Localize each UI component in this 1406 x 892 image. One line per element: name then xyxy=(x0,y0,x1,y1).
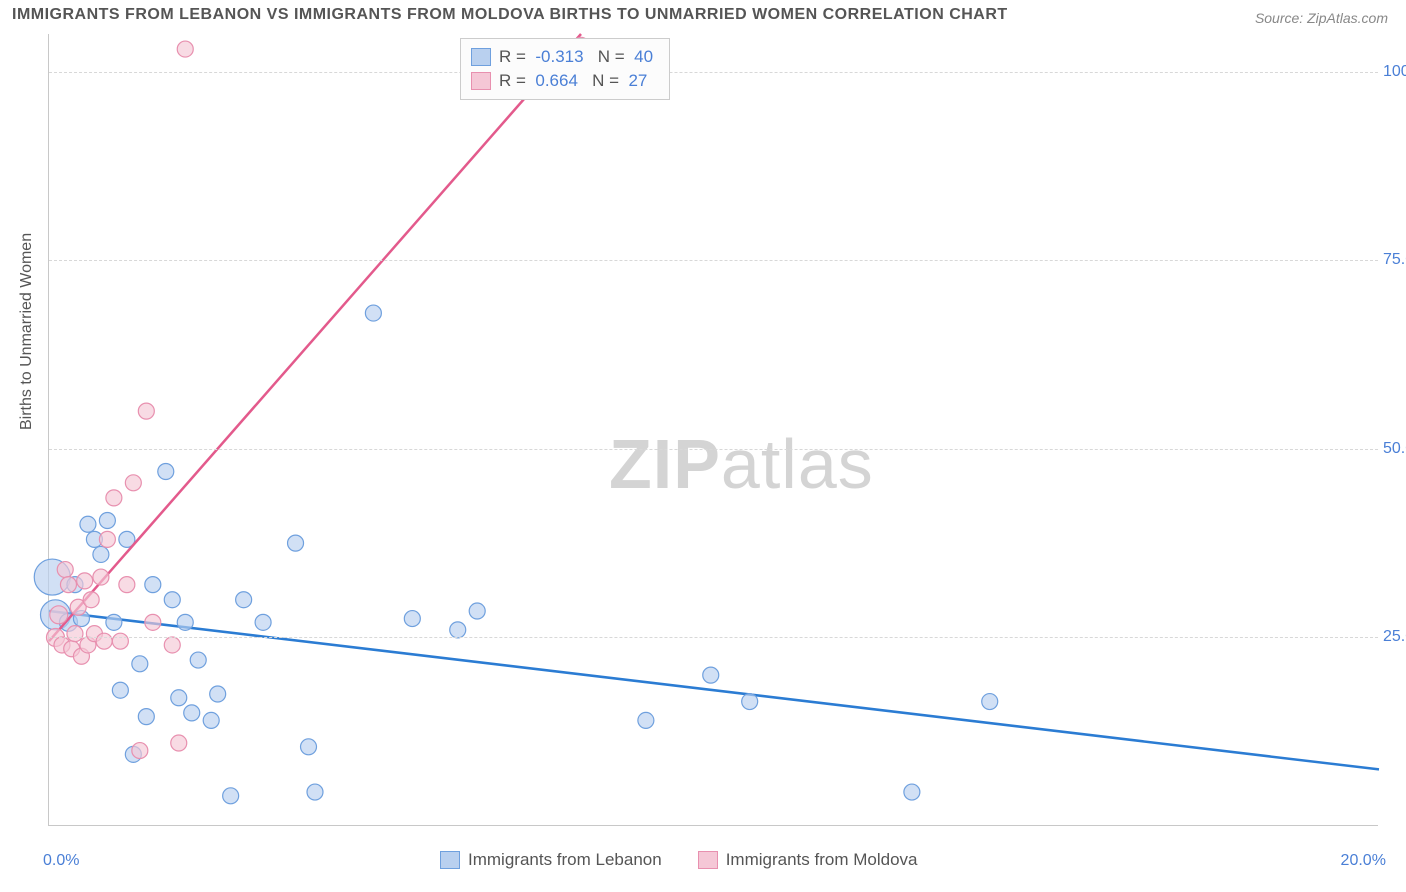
point-lebanon xyxy=(132,656,148,672)
legend-swatch xyxy=(471,72,491,90)
point-moldova xyxy=(119,577,135,593)
y-axis-label: Births to Unmarried Women xyxy=(18,233,36,430)
point-moldova xyxy=(125,475,141,491)
y-tick-label: 75.0% xyxy=(1383,251,1406,269)
point-lebanon xyxy=(138,709,154,725)
point-moldova xyxy=(93,569,109,585)
point-moldova xyxy=(106,490,122,506)
y-tick-label: 50.0% xyxy=(1383,440,1406,458)
chart-title: IMMIGRANTS FROM LEBANON VS IMMIGRANTS FR… xyxy=(12,6,1008,24)
point-lebanon xyxy=(450,622,466,638)
point-moldova xyxy=(57,562,73,578)
point-moldova xyxy=(132,743,148,759)
point-moldova xyxy=(112,633,128,649)
x-tick-label: 0.0% xyxy=(43,852,79,870)
point-lebanon xyxy=(301,739,317,755)
point-lebanon xyxy=(158,463,174,479)
series-legend-item: Immigrants from Lebanon xyxy=(440,850,662,870)
point-lebanon xyxy=(80,516,96,532)
plot-svg xyxy=(49,34,1378,825)
point-lebanon xyxy=(145,577,161,593)
point-lebanon xyxy=(93,546,109,562)
gridline xyxy=(49,72,1378,73)
gridline xyxy=(49,449,1378,450)
stats-legend-text: R = -0.313 N = 40 xyxy=(499,45,653,69)
series-legend-item: Immigrants from Moldova xyxy=(698,850,918,870)
y-tick-label: 100.0% xyxy=(1383,63,1406,81)
point-lebanon xyxy=(236,592,252,608)
point-moldova xyxy=(67,626,83,642)
point-lebanon xyxy=(904,784,920,800)
legend-swatch xyxy=(698,851,718,869)
trendline-moldova xyxy=(49,34,581,641)
plot-area: ZIPatlas 25.0%50.0%75.0%100.0% xyxy=(48,34,1378,826)
point-lebanon xyxy=(223,788,239,804)
point-lebanon xyxy=(638,712,654,728)
point-lebanon xyxy=(112,682,128,698)
chart-source: Source: ZipAtlas.com xyxy=(1255,10,1388,26)
stats-legend-text: R = 0.664 N = 27 xyxy=(499,69,647,93)
legend-swatch xyxy=(440,851,460,869)
point-moldova xyxy=(60,577,76,593)
trendline-lebanon xyxy=(49,611,1379,769)
series-legend-label: Immigrants from Moldova xyxy=(726,850,918,870)
point-moldova xyxy=(50,606,68,624)
point-moldova xyxy=(96,633,112,649)
series-legend-label: Immigrants from Lebanon xyxy=(468,850,662,870)
point-lebanon xyxy=(742,694,758,710)
point-lebanon xyxy=(184,705,200,721)
point-lebanon xyxy=(177,614,193,630)
point-lebanon xyxy=(99,513,115,529)
stats-legend-row: R = 0.664 N = 27 xyxy=(471,69,653,93)
point-lebanon xyxy=(982,694,998,710)
point-moldova xyxy=(177,41,193,57)
point-moldova xyxy=(138,403,154,419)
point-lebanon xyxy=(106,614,122,630)
point-moldova xyxy=(99,531,115,547)
stats-legend: R = -0.313 N = 40R = 0.664 N = 27 xyxy=(460,38,670,100)
point-lebanon xyxy=(703,667,719,683)
point-lebanon xyxy=(203,712,219,728)
x-tick-label: 20.0% xyxy=(1341,852,1386,870)
point-lebanon xyxy=(164,592,180,608)
point-moldova xyxy=(145,614,161,630)
point-moldova xyxy=(164,637,180,653)
gridline xyxy=(49,260,1378,261)
stats-legend-row: R = -0.313 N = 40 xyxy=(471,45,653,69)
point-lebanon xyxy=(469,603,485,619)
point-lebanon xyxy=(404,611,420,627)
point-lebanon xyxy=(171,690,187,706)
point-lebanon xyxy=(288,535,304,551)
point-lebanon xyxy=(210,686,226,702)
point-lebanon xyxy=(365,305,381,321)
series-legend: Immigrants from Lebanon Immigrants from M… xyxy=(440,850,917,870)
chart-container: IMMIGRANTS FROM LEBANON VS IMMIGRANTS FR… xyxy=(0,0,1406,892)
point-lebanon xyxy=(255,614,271,630)
legend-swatch xyxy=(471,48,491,66)
point-lebanon xyxy=(307,784,323,800)
point-lebanon xyxy=(190,652,206,668)
point-moldova xyxy=(83,592,99,608)
point-moldova xyxy=(77,573,93,589)
gridline xyxy=(49,637,1378,638)
point-moldova xyxy=(171,735,187,751)
y-tick-label: 25.0% xyxy=(1383,628,1406,646)
